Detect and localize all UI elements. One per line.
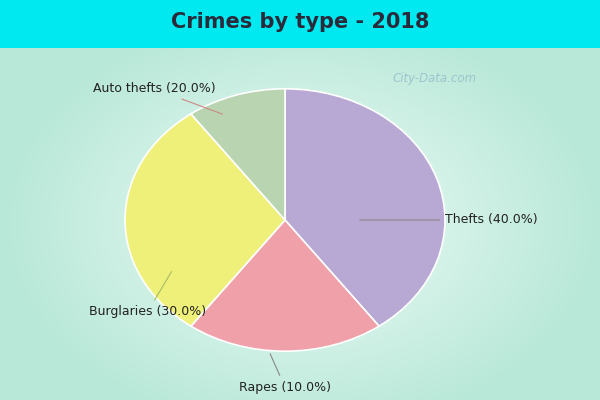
- Text: Rapes (10.0%): Rapes (10.0%): [239, 354, 331, 394]
- Text: Crimes by type - 2018: Crimes by type - 2018: [171, 12, 429, 32]
- Wedge shape: [125, 114, 285, 326]
- Wedge shape: [191, 89, 285, 220]
- Text: Thefts (40.0%): Thefts (40.0%): [360, 214, 538, 226]
- Text: City-Data.com: City-Data.com: [393, 72, 477, 86]
- Wedge shape: [191, 220, 379, 351]
- Wedge shape: [285, 89, 445, 326]
- Text: Auto thefts (20.0%): Auto thefts (20.0%): [93, 82, 223, 114]
- Text: Burglaries (30.0%): Burglaries (30.0%): [89, 272, 206, 318]
